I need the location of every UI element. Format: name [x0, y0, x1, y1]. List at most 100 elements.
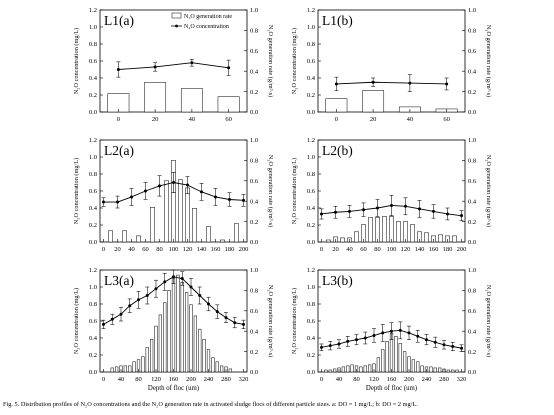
y2-axis-label: N₂O generation rate (g/m³·s) [267, 285, 274, 357]
bar [144, 82, 167, 113]
y-tick-label: 0.4 [307, 205, 316, 212]
y-tick-label: 0.0 [89, 369, 97, 376]
bar [234, 223, 239, 243]
chart-panel-3: 0.0 0.2 0.4 0.6 0.8 1.0 1.2 0.0 0.2 0.4 0.6 0.8 1.0 0… [73, 137, 274, 253]
y-axis-label: N₂O concentration (mg/L) [73, 288, 80, 355]
chart-panel-5: 0.0 0.2 0.4 0.6 0.8 1.0 1.2 0.0 0.2 0.4 0.6 0.8 1.0 0… [73, 267, 274, 392]
x-tick-label: 180 [225, 246, 235, 253]
y2-tick-label: 0.2 [250, 349, 258, 356]
x-tick-label: 200 [404, 376, 414, 383]
legend-bar-label: N₂O generation rate [184, 14, 232, 20]
concentration-point [190, 61, 194, 65]
concentration-point [153, 65, 157, 69]
concentration-point [328, 344, 332, 348]
concentration-point [189, 285, 193, 289]
bar [228, 368, 232, 373]
concentration-point [416, 334, 420, 338]
bar [350, 364, 354, 373]
bar [176, 274, 180, 373]
concentration-point [130, 195, 133, 199]
panel-label: L1(a) [104, 13, 134, 28]
concentration-line [118, 62, 229, 70]
concentration-point [432, 209, 435, 213]
x-tick-label: 60 [443, 116, 450, 123]
x-tick-label: 160 [211, 246, 221, 253]
y2-tick-label: 0.0 [250, 109, 258, 116]
concentration-point [404, 204, 407, 208]
x-tick-label: 100 [169, 246, 179, 253]
bar [368, 217, 373, 243]
y-tick-label: 0.8 [89, 301, 97, 308]
y2-tick-label: 0.8 [250, 28, 258, 35]
bar [108, 230, 113, 243]
y-tick-label: 0.4 [89, 335, 98, 342]
y-tick-label: 0.4 [89, 205, 98, 212]
concentration-point [224, 316, 228, 320]
concentration-point [214, 195, 217, 199]
concentration-point [110, 317, 114, 321]
x-tick-label: 40 [118, 376, 125, 383]
concentration-point [433, 340, 437, 344]
bar [123, 365, 127, 373]
bar [180, 281, 184, 373]
bar [206, 349, 211, 373]
y-tick-label: 0.4 [307, 335, 316, 342]
y-tick-label: 1.0 [89, 284, 97, 291]
x-axis-label: Depth of floc (um) [148, 385, 199, 392]
y-tick-label: 1.2 [307, 137, 315, 144]
concentration-point [116, 200, 119, 204]
bar [385, 341, 389, 373]
y2-tick-label: 0.0 [250, 239, 258, 246]
bar [381, 349, 385, 373]
bar [410, 224, 415, 243]
y-tick-label: 1.2 [89, 267, 97, 274]
bar [211, 357, 215, 373]
y-tick-label: 0.4 [89, 75, 98, 82]
bar [328, 369, 332, 373]
y-tick-label: 0.6 [89, 58, 98, 65]
x-tick-label: 320 [239, 376, 249, 383]
concentration-point [398, 328, 402, 332]
concentration-point [418, 207, 421, 211]
y2-tick-label: 0.2 [468, 219, 476, 226]
x-tick-label: 80 [353, 376, 360, 383]
x-tick-label: 200 [186, 376, 196, 383]
y-tick-label: 1.2 [89, 137, 97, 144]
x-tick-label: 240 [422, 376, 432, 383]
bar [326, 239, 331, 243]
bar [363, 365, 367, 373]
bar [141, 356, 145, 373]
concentration-point [363, 336, 367, 340]
bar [416, 361, 420, 373]
y-tick-label: 1.0 [89, 24, 97, 31]
y-axis-label: N₂O concentration (mg/L) [73, 28, 80, 95]
concentration-point [172, 181, 175, 184]
bar [420, 365, 424, 373]
concentration-point [158, 184, 161, 188]
x-tick-label: 200 [239, 246, 249, 253]
bar [438, 367, 442, 373]
y-tick-label: 0.2 [307, 352, 315, 359]
y-tick-label: 0.4 [307, 75, 316, 82]
y-tick-label: 0.0 [89, 239, 97, 246]
x-tick-label: 100 [387, 246, 397, 253]
concentration-point [102, 322, 105, 326]
bar [389, 216, 394, 243]
y2-tick-label: 1.0 [468, 137, 476, 144]
y-tick-label: 1.0 [89, 154, 97, 161]
x-tick-label: 120 [183, 246, 193, 253]
x-tick-label: 0 [335, 116, 338, 123]
y2-tick-label: 0.8 [250, 288, 258, 295]
x-tick-label: 280 [439, 376, 449, 383]
y-tick-label: 1.0 [307, 284, 315, 291]
chart-panel-1: 0.0 0.2 0.4 0.6 0.8 1.0 1.2 0.0 0.2 0.4 0.6 0.8 1.0 0… [73, 7, 274, 123]
concentration-point [102, 200, 105, 204]
y-tick-label: 1.0 [307, 24, 315, 31]
bar [340, 237, 345, 243]
concentration-line [336, 81, 447, 85]
panel-label: L2(b) [322, 143, 353, 158]
x-tick-label: 180 [443, 246, 453, 253]
legend-line-marker [175, 24, 178, 28]
y-tick-label: 0.8 [89, 171, 97, 178]
